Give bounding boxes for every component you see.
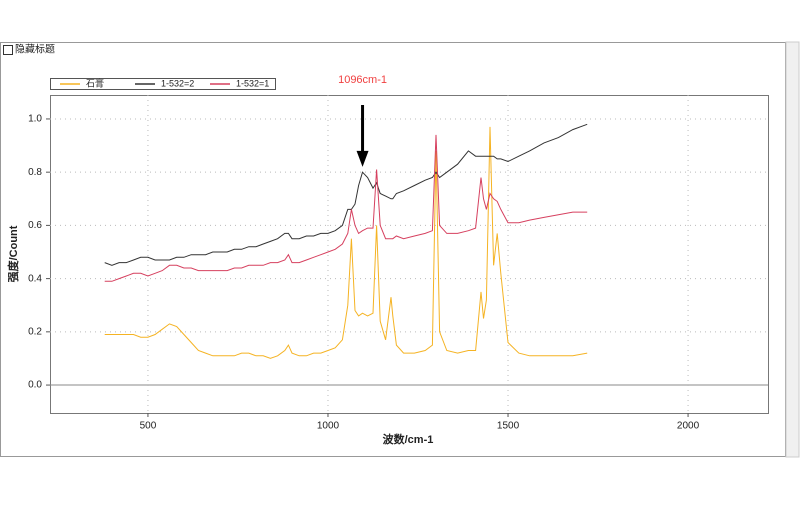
y-tick-label: 0.8 [28, 167, 42, 178]
plot-frame [50, 95, 769, 414]
checkbox-label[interactable]: 隐藏标题 [15, 44, 55, 56]
annotation-arrow-head [356, 150, 369, 167]
x-tick-label: 1000 [317, 421, 340, 432]
x-tick-label: 500 [140, 421, 157, 432]
legend-label: 石膏 [86, 77, 104, 88]
series-line [104, 126, 588, 359]
y-tick-label: 0.4 [28, 273, 42, 284]
x-axis-label: 波数/cm-1 [383, 432, 434, 446]
series-line [104, 123, 588, 266]
y-tick-label: 0.6 [28, 220, 42, 231]
checkbox[interactable] [3, 45, 13, 55]
legend-label: 1-532=2 [161, 78, 194, 88]
scrollbar[interactable] [785, 41, 800, 458]
y-tick-label: 0.2 [28, 326, 42, 337]
annotation: 1096cm-1 [338, 74, 387, 86]
x-tick-label: 2000 [677, 421, 700, 432]
series-line [104, 134, 588, 282]
y-axis-label: 强度/Count [6, 225, 20, 282]
legend-label: 1-532=1 [236, 78, 269, 88]
window-frame [0, 42, 786, 457]
legend [50, 78, 276, 90]
y-tick-label: 0.0 [28, 380, 42, 391]
y-tick-label: 1.0 [28, 114, 42, 125]
x-tick-label: 1500 [497, 421, 520, 432]
